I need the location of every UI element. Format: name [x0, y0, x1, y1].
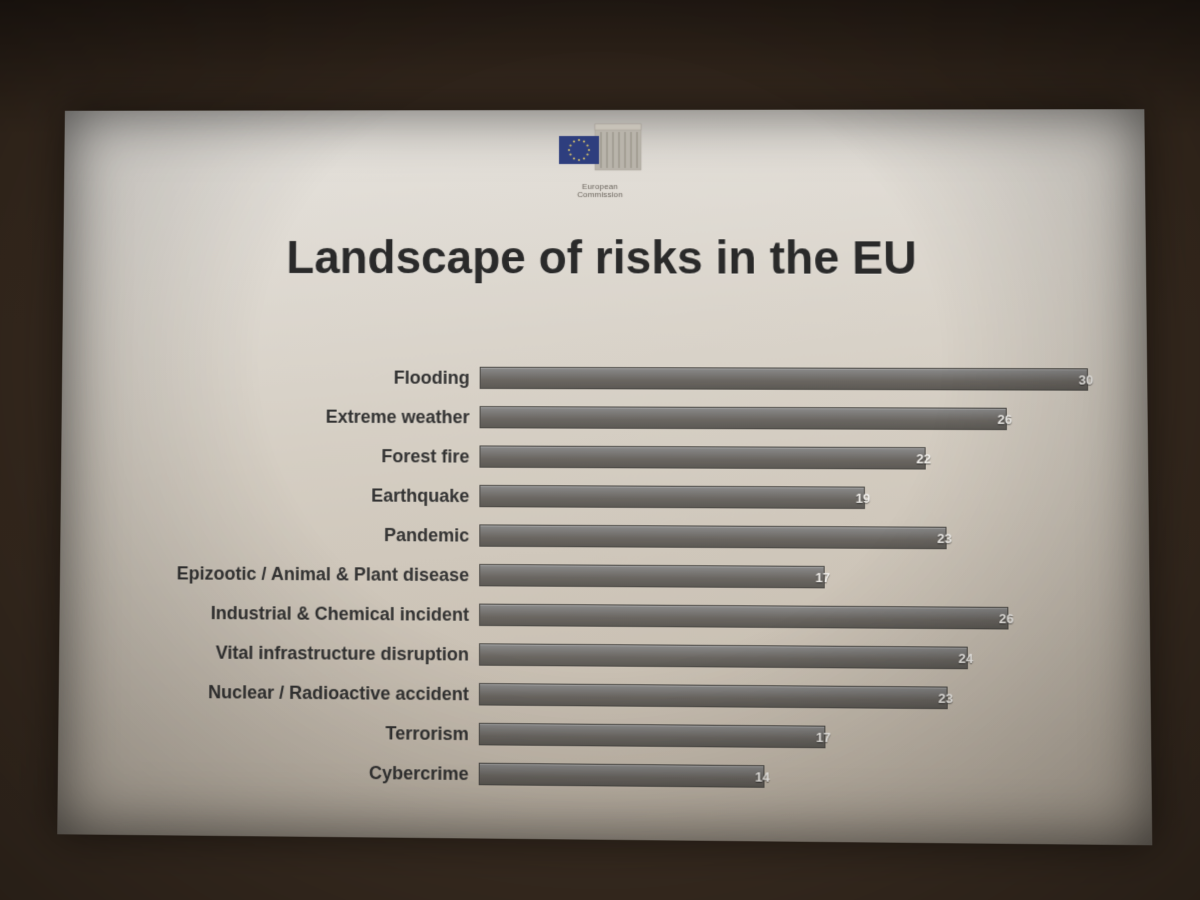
chart-bar-value: 26 [999, 610, 1014, 625]
chart-bar-fill [479, 445, 925, 469]
chart-bar-value: 23 [938, 690, 953, 706]
chart-bar-fill [480, 406, 1007, 430]
chart-bar-track: 26 [480, 406, 1087, 430]
chart-row-label: Cybercrime [138, 760, 479, 785]
chart-bar-track: 24 [479, 643, 1089, 670]
chart-row-label: Nuclear / Radioactive accident [138, 681, 479, 705]
chart-bar-fill [479, 763, 765, 788]
chart-bar-value: 23 [937, 530, 952, 545]
slide-title: Landscape of risks in the EU [63, 230, 1146, 285]
chart-row: Cybercrime 14 [137, 754, 1090, 797]
risk-bar-chart: Flooding30Extreme weather26Forest fire22… [138, 360, 1090, 783]
chart-row: Terrorism 17 [138, 714, 1090, 757]
chart-bar-track: 23 [479, 524, 1087, 550]
chart-bar-value: 22 [916, 451, 931, 466]
chart-bar-track: 17 [479, 564, 1088, 590]
chart-row-label: Extreme weather [141, 405, 480, 427]
chart-row-label: Flooding [141, 366, 480, 388]
chart-bar-value: 26 [997, 411, 1012, 426]
chart-bar-value: 19 [856, 490, 871, 505]
chart-row: Earthquake 19 [140, 477, 1087, 516]
chart-row-label: Industrial & Chemical incident [139, 602, 479, 626]
chart-row-label: Terrorism [138, 721, 479, 745]
chart-row: Vital infrastructure disruption 24 [139, 635, 1089, 676]
ec-logo-icon [555, 118, 645, 176]
chart-bar-track: 19 [479, 485, 1087, 510]
chart-bar-track: 30 [480, 367, 1086, 391]
chart-row-label: Vital infrastructure disruption [139, 641, 479, 665]
chart-bar-fill [479, 564, 825, 588]
chart-bar-track: 23 [479, 683, 1089, 710]
chart-bar-fill [479, 683, 948, 709]
chart-row: Epizootic / Animal & Plant disease 17 [139, 556, 1088, 596]
chart-bar-track: 22 [479, 445, 1086, 470]
chart-row-label: Earthquake [140, 484, 479, 507]
chart-bar-fill [479, 485, 865, 509]
chart-bar-value: 24 [958, 650, 973, 666]
chart-bar-fill [479, 524, 946, 549]
chart-bar-fill [479, 723, 826, 748]
chart-row: Forest fire 22 [140, 438, 1087, 476]
chart-bar-fill [479, 643, 968, 669]
chart-row-label: Epizootic / Animal & Plant disease [139, 563, 479, 586]
chart-bar-track: 17 [479, 723, 1090, 751]
chart-row: Pandemic 23 [140, 517, 1088, 557]
chart-row: Extreme weather 26 [141, 399, 1087, 437]
chart-row-label: Pandemic [140, 523, 480, 546]
chart-row: Flooding30 [141, 360, 1086, 397]
chart-bar-fill [480, 367, 1088, 391]
ec-caption-line2: Commission [577, 190, 623, 199]
chart-bar-track: 14 [479, 763, 1090, 791]
ec-logo-block: European Commission [64, 117, 1145, 200]
projected-slide: European Commission Landscape of risks i… [57, 109, 1152, 845]
chart-row: Industrial & Chemical incident 26 [139, 595, 1089, 636]
chart-row-label: Forest fire [140, 445, 479, 468]
chart-bar-value: 14 [755, 769, 770, 785]
chart-bar-track: 26 [479, 604, 1088, 630]
chart-bar-value: 17 [815, 569, 830, 584]
room-background: European Commission Landscape of risks i… [0, 0, 1200, 900]
chart-row: Nuclear / Radioactive accident 23 [138, 674, 1089, 716]
ec-logo-caption: European Commission [64, 183, 1145, 200]
chart-bar-value: 17 [816, 729, 831, 745]
chart-bar-fill [479, 604, 1008, 630]
chart-bar-value: 30 [1079, 372, 1094, 387]
